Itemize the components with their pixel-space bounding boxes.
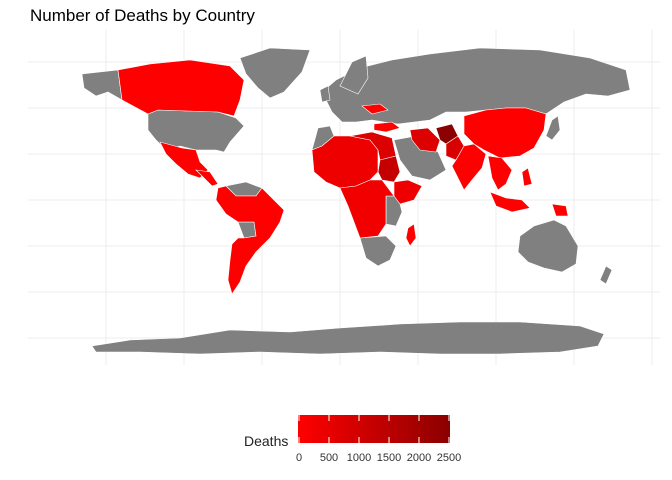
country-china <box>463 107 547 159</box>
country-central-america <box>195 169 219 187</box>
legend-tick-label: 500 <box>319 452 339 464</box>
chart-title: Number of Deaths by Country <box>30 6 255 25</box>
countries-no-data <box>81 47 631 355</box>
country-india <box>451 143 487 191</box>
country-sudan <box>377 155 401 183</box>
legend-colorbar <box>298 415 450 443</box>
country-iran <box>409 127 441 153</box>
country-southeast-asia <box>487 155 513 191</box>
country-greenland <box>239 47 311 99</box>
legend-tick-label: 2500 <box>436 452 462 464</box>
country-turkey <box>373 121 401 133</box>
country-uk <box>319 85 331 103</box>
country-australia <box>517 219 579 273</box>
country-central-africa <box>339 179 395 239</box>
country-southern-africa <box>359 235 397 267</box>
legend-tick-label: 1500 <box>376 452 402 464</box>
country-bolivia <box>237 221 257 239</box>
country-papua-new-guinea <box>551 203 569 217</box>
countries-with-data <box>117 59 569 295</box>
country-ukraine <box>361 103 389 115</box>
country-philippines <box>521 167 533 187</box>
country-madagascar <box>405 223 417 247</box>
country-canada <box>117 59 245 117</box>
country-japan <box>545 115 561 141</box>
country-alaska <box>81 69 123 101</box>
legend-tick-label: 0 <box>295 452 303 464</box>
country-scandinavia <box>339 55 369 95</box>
country-south-america <box>215 185 285 295</box>
legend-title: Deaths <box>244 433 289 449</box>
legend-tick-label: 1000 <box>346 452 372 464</box>
country-new-zealand <box>599 265 613 285</box>
legend-tick-label: 2000 <box>406 452 432 464</box>
antarctica <box>91 321 605 355</box>
country-indonesia <box>489 191 531 213</box>
